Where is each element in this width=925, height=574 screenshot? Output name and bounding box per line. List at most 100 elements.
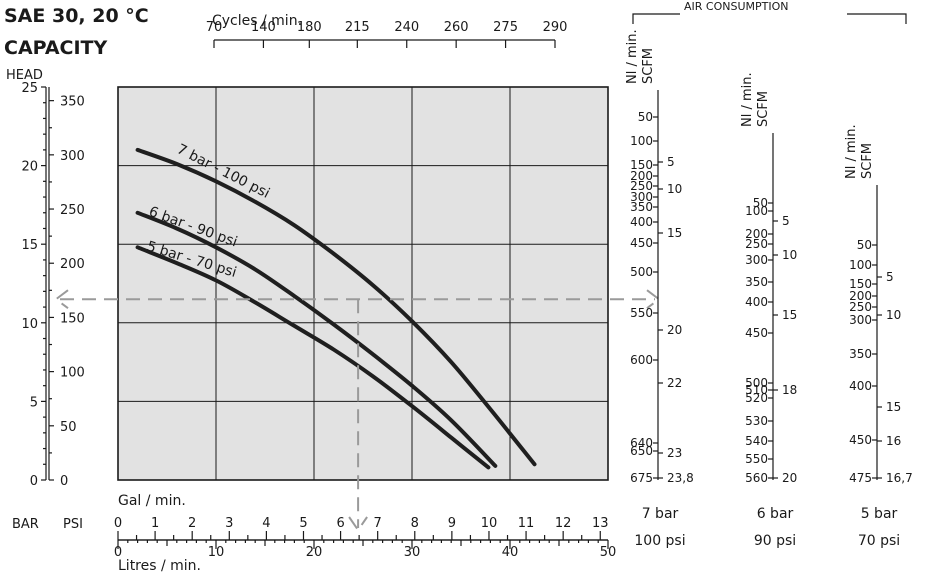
- scfm-unit-label: SCFM: [756, 91, 771, 127]
- litres-axis-label: Litres / min.: [118, 558, 201, 574]
- scfm-tick-label: 10: [782, 248, 797, 262]
- litres-tick-label: 30: [404, 545, 421, 560]
- scfm-tick-label: 15: [667, 226, 682, 240]
- chart-subtitle: SAE 30, 20 °C: [4, 5, 149, 27]
- gal-tick-label: 0: [114, 516, 122, 531]
- cycles-tick-label: 215: [345, 20, 370, 35]
- cycles-tick-label: 260: [444, 20, 469, 35]
- gal-tick-label: 2: [188, 516, 196, 531]
- nl-tick-label: 300: [630, 190, 653, 204]
- nl-tick-label: 100: [745, 204, 768, 218]
- scfm-tick-label: 15: [782, 308, 797, 322]
- psi-tick-label: 100: [60, 366, 85, 381]
- scfm-unit-label: SCFM: [860, 143, 875, 179]
- gal-tick-label: 13: [592, 516, 609, 531]
- bar-axis: 0 5 10 15 20 25: [21, 81, 47, 489]
- litres-tick-label: 0: [114, 545, 122, 560]
- nl-unit-label: Nl / min.: [740, 72, 755, 127]
- nl-tick-label: 500: [630, 265, 653, 279]
- psi-tick-label: 350: [60, 95, 85, 110]
- curve-series-3: [135, 245, 491, 470]
- litres-axis: 0 10 20 30 40 50: [114, 539, 617, 560]
- litres-tick-label: 20: [306, 545, 323, 560]
- air-scale-bar-label: 5 bar: [861, 506, 898, 522]
- curve-series-2: [135, 210, 498, 468]
- air-scale-bar-label: 6 bar: [757, 506, 794, 522]
- nl-tick-label: 450: [630, 236, 653, 250]
- nl-tick-label: 150: [630, 158, 653, 172]
- nl-tick-label: 300: [849, 313, 872, 327]
- nl-tick-label: 100: [630, 134, 653, 148]
- nl-tick-label: 450: [745, 326, 768, 340]
- scfm-tick-label: 18: [782, 383, 797, 397]
- scfm-tick-label: 23: [667, 446, 682, 460]
- nl-tick-label: 50: [857, 238, 872, 252]
- air-consumption-scales: Nl / min. SCFM501001502002503003504004505…: [625, 29, 913, 549]
- nl-tick-label: 450: [849, 433, 872, 447]
- scfm-tick-label: 23,8: [667, 471, 694, 485]
- nl-tick-label: 350: [849, 347, 872, 361]
- scfm-tick-label: 16: [886, 434, 901, 448]
- nl-tick-label: 500: [745, 376, 768, 390]
- nl-tick-label: 250: [849, 300, 872, 314]
- nl-tick-label: 50: [753, 196, 768, 210]
- gal-tick-label: 4: [262, 516, 270, 531]
- nl-tick-label: 250: [745, 237, 768, 251]
- grid-lines: [118, 87, 608, 480]
- reference-arrow-left: [54, 289, 69, 310]
- nl-tick-label: 675: [630, 471, 653, 485]
- psi-tick-label: 300: [60, 149, 85, 164]
- cycles-tick-label: 70: [206, 20, 223, 35]
- scfm-tick-label: 15: [886, 400, 901, 414]
- nl-tick-label: 550: [630, 306, 653, 320]
- litres-tick-label: 50: [600, 545, 617, 560]
- nl-tick-label: 650: [630, 444, 653, 458]
- nl-tick-label: 200: [849, 289, 872, 303]
- air-scale-bar-label: 7 bar: [642, 506, 679, 522]
- gal-tick-label: 9: [448, 516, 456, 531]
- nl-tick-label: 560: [745, 471, 768, 485]
- air-consumption-label: AIR CONSUMPTION: [684, 0, 788, 13]
- psi-tick-label: 200: [60, 257, 85, 272]
- nl-unit-label: Nl / min.: [844, 124, 859, 179]
- bar-tick-label: 5: [30, 395, 38, 410]
- scfm-tick-label: 5: [886, 270, 894, 284]
- cycles-tick-label: 140: [251, 20, 276, 35]
- scfm-tick-label: 10: [667, 182, 682, 196]
- nl-unit-label: Nl / min.: [625, 29, 640, 84]
- gal-tick-label: 7: [374, 516, 382, 531]
- bar-tick-label: 15: [21, 238, 38, 253]
- air-scale-psi-label: 100 psi: [634, 533, 685, 549]
- nl-tick-label: 100: [849, 258, 872, 272]
- performance-curves: [135, 147, 537, 470]
- cycles-tick-label: 290: [543, 20, 568, 35]
- cycles-tick-label: 275: [493, 20, 518, 35]
- nl-tick-label: 520: [745, 391, 768, 405]
- bar-unit-label: BAR: [12, 517, 39, 532]
- nl-tick-label: 600: [630, 353, 653, 367]
- plot-area: [117, 86, 609, 481]
- nl-tick-label: 400: [630, 215, 653, 229]
- nl-tick-label: 250: [630, 179, 653, 193]
- reference-lines: [54, 289, 661, 532]
- gal-tick-label: 8: [411, 516, 419, 531]
- nl-tick-label: 510: [745, 383, 768, 397]
- bar-tick-label: 10: [21, 317, 38, 332]
- air-scale-2: Nl / min. SCFM501002002503003504004505005…: [740, 72, 797, 549]
- nl-tick-label: 400: [745, 295, 768, 309]
- curve-series-1: [135, 147, 537, 467]
- nl-tick-label: 550: [745, 452, 768, 466]
- cycles-axis-label: Cycles / min.: [212, 13, 302, 29]
- gal-tick-label: 5: [299, 516, 307, 531]
- nl-tick-label: 530: [745, 414, 768, 428]
- gal-axis-label: Gal / min.: [118, 493, 186, 509]
- gal-tick-label: 11: [518, 516, 535, 531]
- air-scale-psi-label: 70 psi: [858, 533, 900, 549]
- nl-tick-label: 540: [745, 434, 768, 448]
- nl-tick-label: 300: [745, 253, 768, 267]
- psi-tick-label: 250: [60, 203, 85, 218]
- scfm-tick-label: 20: [782, 471, 797, 485]
